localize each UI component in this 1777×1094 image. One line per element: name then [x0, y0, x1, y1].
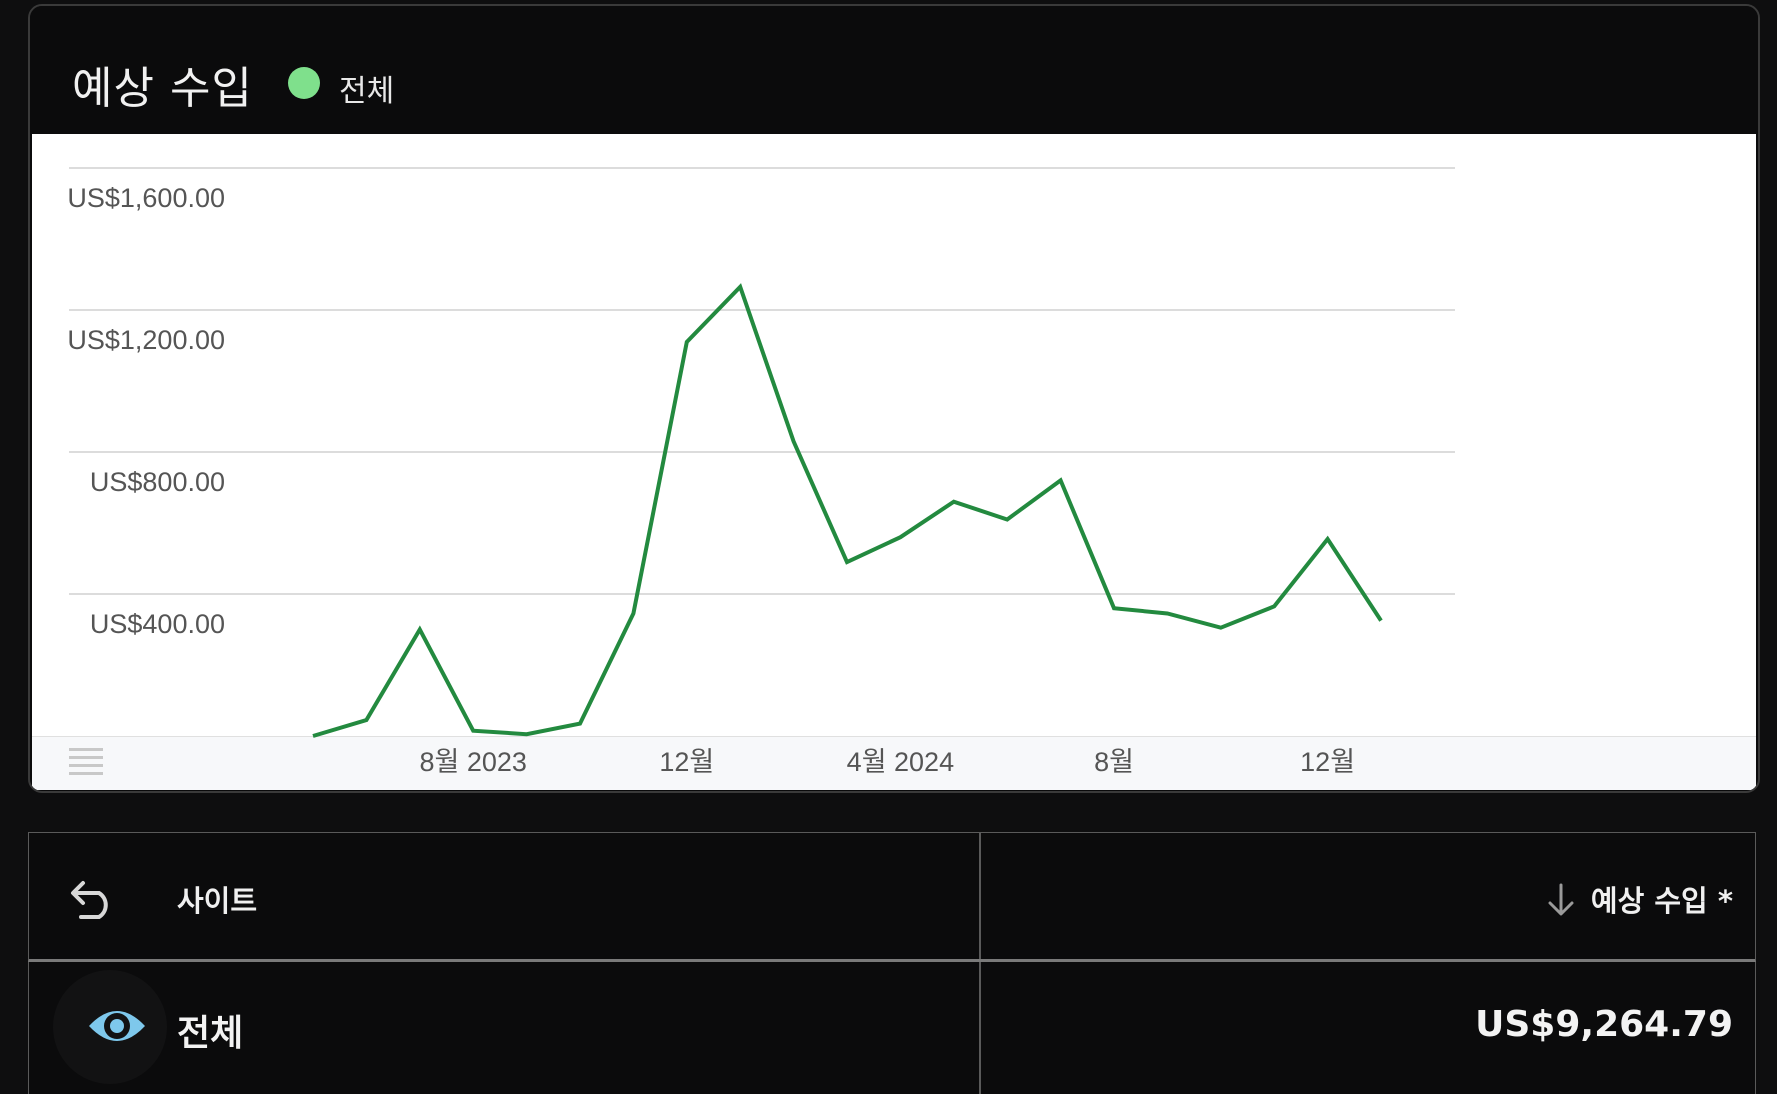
line-chart: US$1,600.00 US$1,200.00 US$800.00 US$400.00… — [67, 167, 1455, 777]
data-point — [737, 284, 743, 290]
column-divider — [979, 833, 981, 959]
data-point — [684, 339, 690, 345]
revenue-column-header[interactable]: 예상 수입 * — [1590, 884, 1733, 918]
legend-color-dot[interactable] — [288, 67, 320, 99]
data-point — [1218, 625, 1224, 631]
data-point — [1378, 618, 1384, 624]
row-site-label: 전체 — [177, 1013, 244, 1054]
chart-header: 예상 수입 전체 — [30, 6, 1758, 132]
x-tick-label: 4월 2024 — [847, 747, 954, 777]
y-tick-label: US$1,200.00 — [67, 325, 225, 355]
visibility-toggle[interactable] — [53, 970, 167, 1084]
table-row[interactable]: 전체 US$9,264.79 — [28, 962, 1756, 1094]
y-tick-label: US$1,600.00 — [67, 183, 225, 213]
y-tick-label: US$400.00 — [90, 609, 225, 639]
y-tick-label: US$800.00 — [90, 467, 225, 497]
data-point — [417, 627, 423, 633]
chart-title: 예상 수입 — [72, 63, 253, 114]
x-tick-label: 8월 2023 — [419, 747, 526, 777]
menu-icon-line — [69, 764, 103, 767]
data-point — [470, 728, 476, 734]
data-point — [1058, 477, 1064, 483]
x-tick-label: 8월 — [1094, 747, 1134, 777]
data-point — [1004, 516, 1010, 522]
x-tick-label: 12월 — [1300, 747, 1355, 777]
row-revenue-value: US$9,264.79 — [1475, 1004, 1733, 1045]
menu-icon-line — [69, 756, 103, 759]
data-point — [897, 534, 903, 540]
x-axis-strip — [32, 736, 1756, 790]
menu-icon-line — [69, 772, 103, 775]
data-point — [577, 721, 583, 727]
series-line-전체 — [312, 283, 1383, 738]
data-point — [630, 611, 636, 617]
sort-down-arrow-icon[interactable] — [1545, 882, 1577, 918]
column-divider — [979, 962, 981, 1094]
data-point — [1164, 611, 1170, 617]
data-point — [791, 438, 797, 444]
table-header-row: 사이트 예상 수입 * — [28, 832, 1756, 962]
data-point — [844, 559, 850, 565]
menu-icon-line — [69, 748, 103, 751]
data-point — [1111, 605, 1117, 611]
data-point — [1325, 536, 1331, 542]
eye-icon — [89, 1011, 145, 1041]
x-tick-label: 12월 — [659, 747, 714, 777]
data-point — [363, 717, 369, 723]
plot-area: US$1,600.00 US$1,200.00 US$800.00 US$400.00… — [32, 134, 1756, 790]
site-column-header[interactable]: 사이트 — [177, 884, 258, 918]
data-point — [524, 731, 530, 737]
revenue-chart-card: 예상 수입 전체 US$1,600.00 US$1,200.00 US$800.00… — [28, 4, 1760, 793]
data-point — [1271, 603, 1277, 609]
menu-icon[interactable] — [69, 748, 103, 778]
data-point — [951, 499, 957, 505]
undo-icon[interactable] — [69, 873, 121, 921]
data-point — [310, 733, 316, 739]
legend-label[interactable]: 전체 — [339, 74, 395, 109]
